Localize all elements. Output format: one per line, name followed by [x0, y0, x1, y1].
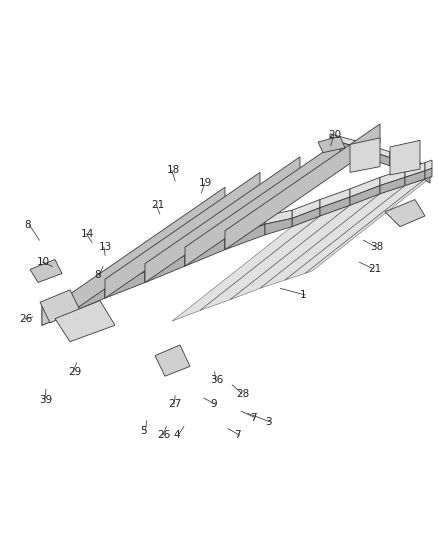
Polygon shape	[105, 172, 260, 298]
Polygon shape	[105, 264, 145, 287]
Polygon shape	[70, 187, 225, 313]
Polygon shape	[145, 247, 185, 272]
Text: 13: 13	[99, 242, 112, 252]
Polygon shape	[305, 176, 432, 273]
Text: 3: 3	[265, 417, 272, 427]
Text: 5: 5	[140, 426, 147, 436]
Polygon shape	[70, 287, 105, 313]
Polygon shape	[360, 148, 390, 166]
Polygon shape	[155, 345, 190, 376]
Polygon shape	[265, 219, 292, 235]
Text: 7: 7	[250, 413, 256, 423]
Text: 27: 27	[169, 399, 182, 409]
Polygon shape	[285, 179, 425, 280]
Polygon shape	[380, 177, 405, 194]
Text: 29: 29	[68, 367, 81, 377]
Polygon shape	[225, 224, 265, 249]
Polygon shape	[185, 140, 340, 266]
Polygon shape	[320, 189, 350, 208]
Polygon shape	[350, 177, 380, 197]
Text: 28: 28	[237, 389, 250, 399]
Polygon shape	[145, 255, 185, 282]
Polygon shape	[350, 185, 380, 205]
Text: 8: 8	[24, 220, 31, 230]
Polygon shape	[260, 185, 405, 288]
Text: 9: 9	[210, 399, 217, 409]
Polygon shape	[405, 171, 425, 185]
Text: 26: 26	[20, 314, 33, 324]
Polygon shape	[320, 197, 350, 216]
Polygon shape	[292, 208, 320, 227]
Text: 38: 38	[370, 242, 383, 252]
Text: 21: 21	[151, 200, 164, 210]
Polygon shape	[40, 290, 80, 323]
Polygon shape	[225, 124, 380, 249]
Polygon shape	[390, 158, 420, 176]
Polygon shape	[105, 272, 145, 298]
Polygon shape	[330, 134, 360, 148]
Polygon shape	[225, 216, 265, 239]
Text: 26: 26	[158, 430, 171, 440]
Text: 21: 21	[368, 264, 381, 273]
Polygon shape	[385, 199, 425, 227]
Polygon shape	[330, 140, 360, 156]
Polygon shape	[425, 160, 432, 171]
Text: 14: 14	[81, 229, 94, 239]
Polygon shape	[390, 140, 420, 175]
Polygon shape	[292, 199, 320, 219]
Polygon shape	[230, 194, 380, 300]
Polygon shape	[70, 279, 105, 302]
Text: 20: 20	[328, 130, 342, 140]
Polygon shape	[390, 152, 420, 168]
Text: 18: 18	[166, 165, 180, 175]
Polygon shape	[145, 157, 300, 282]
Text: 8: 8	[94, 270, 101, 280]
Text: 36: 36	[210, 375, 223, 385]
Polygon shape	[55, 301, 115, 342]
Polygon shape	[185, 239, 225, 266]
Polygon shape	[42, 294, 72, 325]
Polygon shape	[30, 260, 62, 282]
Polygon shape	[350, 138, 380, 172]
Text: 39: 39	[39, 395, 53, 405]
Polygon shape	[360, 142, 390, 158]
Polygon shape	[42, 302, 70, 325]
Polygon shape	[172, 216, 320, 321]
Polygon shape	[380, 169, 405, 185]
Polygon shape	[420, 163, 430, 175]
Text: 1: 1	[300, 290, 307, 300]
Polygon shape	[185, 231, 225, 255]
Polygon shape	[200, 205, 350, 310]
Polygon shape	[42, 294, 70, 314]
Polygon shape	[265, 210, 292, 224]
Text: 19: 19	[199, 178, 212, 188]
Text: 4: 4	[173, 430, 180, 440]
Polygon shape	[425, 168, 432, 179]
Text: 10: 10	[37, 257, 50, 267]
Polygon shape	[318, 136, 345, 152]
Polygon shape	[405, 163, 425, 177]
Text: 7: 7	[234, 430, 241, 440]
Polygon shape	[420, 168, 430, 183]
